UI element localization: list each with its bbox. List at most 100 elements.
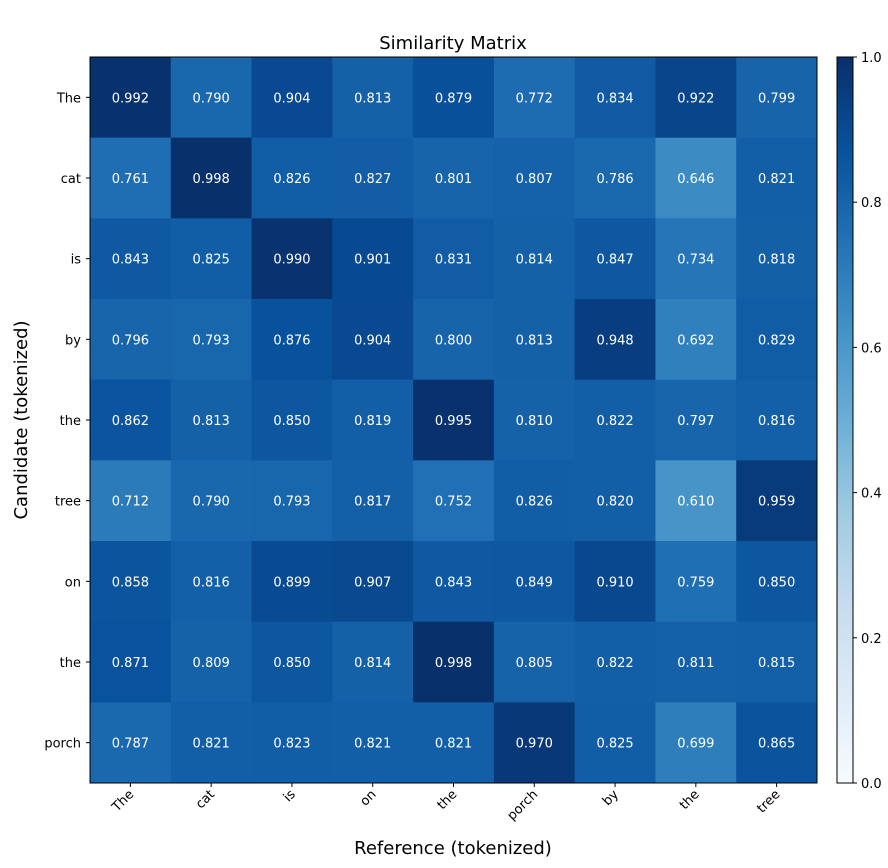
cell-value-label: 0.814	[516, 253, 553, 268]
heatmap-cell	[736, 137, 818, 219]
heatmap-cell	[493, 460, 576, 542]
heatmap-cell	[332, 57, 414, 139]
cell-value-label: 0.901	[354, 253, 391, 268]
cell-value-label: 0.831	[435, 253, 472, 268]
cell-value-label: 0.816	[758, 414, 795, 429]
cell-value-label: 0.865	[758, 737, 795, 752]
cell-value-label: 0.692	[677, 333, 714, 348]
heatmap-cell	[574, 702, 656, 784]
cell-value-label: 0.712	[112, 495, 149, 510]
cell-value-label: 0.825	[193, 253, 230, 268]
y-tick-label: the	[60, 414, 81, 429]
heatmap-cell	[90, 460, 172, 542]
chart-title: Similarity Matrix	[379, 33, 527, 54]
x-tick-label: The	[109, 787, 137, 815]
y-tick-label: porch	[44, 737, 81, 752]
heatmap-cell	[332, 460, 414, 542]
heatmap-cell	[655, 621, 737, 703]
x-tick-label: porch	[505, 787, 542, 824]
cell-value-label: 0.858	[112, 575, 149, 590]
heatmap-cell	[251, 218, 333, 300]
cell-value-label: 0.990	[273, 253, 310, 268]
heatmap-cell	[493, 541, 576, 623]
cell-value-label: 0.610	[677, 495, 714, 510]
cell-value-label: 0.761	[112, 172, 149, 187]
cell-value-label: 0.646	[677, 172, 714, 187]
heatmap-cell	[251, 137, 333, 219]
colorbar-ticks: 0.0 0.2 0.4 0.6 0.8 1.0	[853, 51, 882, 792]
heatmap-cell	[170, 57, 253, 139]
y-tick-label: the	[60, 656, 81, 671]
heatmap-cell	[332, 218, 414, 300]
cell-value-label: 0.876	[273, 333, 310, 348]
heatmap-cell	[413, 379, 495, 461]
heatmap-cell	[655, 137, 737, 219]
cell-value-label: 0.818	[758, 253, 795, 268]
cell-value-label: 0.871	[112, 656, 149, 671]
cell-value-label: 0.820	[596, 495, 633, 510]
cell-value-label: 0.829	[758, 333, 795, 348]
x-tick-label: the	[677, 787, 703, 813]
x-tick-label: the	[435, 787, 461, 813]
heatmap-cell	[413, 218, 495, 300]
heatmap-cell	[736, 57, 818, 139]
heatmap-cell	[493, 702, 576, 784]
cell-value-label: 0.787	[112, 737, 149, 752]
heatmap-cell	[251, 460, 333, 542]
cell-value-label: 0.821	[435, 737, 472, 752]
cell-value-label: 0.699	[677, 737, 714, 752]
cell-value-label: 0.811	[677, 656, 714, 671]
heatmap-cell	[332, 621, 414, 703]
heatmap-cell	[332, 702, 414, 784]
cell-value-label: 0.816	[193, 575, 230, 590]
heatmap-cell	[170, 299, 253, 381]
colorbar-tick-label: 0.0	[861, 777, 882, 792]
cell-value-label: 0.834	[596, 91, 633, 106]
cell-value-label: 0.904	[354, 333, 391, 348]
heatmap-cell	[736, 460, 818, 542]
heatmap-cell	[170, 460, 253, 542]
cell-value-label: 0.772	[516, 91, 553, 106]
heatmap-cell	[413, 137, 495, 219]
cell-value-label: 0.814	[354, 656, 391, 671]
heatmap-cell	[90, 218, 172, 300]
heatmap-cell	[655, 541, 737, 623]
heatmap-cell	[736, 379, 818, 461]
heatmap-cell	[493, 137, 576, 219]
cell-value-label: 0.843	[435, 575, 472, 590]
heatmap-cell	[170, 702, 253, 784]
cell-value-label: 0.809	[193, 656, 230, 671]
colorbar-tick-label: 0.6	[861, 341, 882, 356]
cell-value-label: 0.850	[273, 414, 310, 429]
y-tick-label: on	[65, 575, 81, 590]
heatmap-cell	[170, 541, 253, 623]
cell-value-label: 0.786	[596, 172, 633, 187]
cell-value-label: 0.796	[112, 333, 149, 348]
cell-value-label: 0.813	[354, 91, 391, 106]
colorbar-tick-label: 1.0	[861, 51, 882, 66]
heatmap-cell	[332, 541, 414, 623]
heatmap-cell	[736, 299, 818, 381]
colorbar-tick-label: 0.2	[861, 632, 882, 647]
cell-annotations: 0.992 0.790 0.904 0.813 0.879 0.772 0.834 0.922…	[112, 91, 795, 751]
colorbar-tick-label: 0.8	[861, 196, 882, 211]
heatmap-cell	[574, 379, 656, 461]
cell-value-label: 0.922	[677, 91, 714, 106]
heatmap-cell	[493, 218, 576, 300]
cell-value-label: 0.850	[758, 575, 795, 590]
cell-value-label: 0.821	[758, 172, 795, 187]
heatmap-cell	[413, 57, 495, 139]
cell-value-label: 0.752	[435, 495, 472, 510]
heatmap-cell	[90, 621, 172, 703]
x-tick-label: is	[281, 787, 299, 805]
cell-value-label: 0.998	[435, 656, 472, 671]
heatmap-cell	[574, 460, 656, 542]
cell-value-label: 0.899	[273, 575, 310, 590]
y-tick-label: The	[56, 91, 81, 106]
y-tick-label: tree	[55, 495, 81, 510]
cell-value-label: 0.734	[677, 253, 714, 268]
cell-value-label: 0.822	[596, 656, 633, 671]
heatmap-cell	[170, 137, 253, 219]
heatmap-cell	[736, 541, 818, 623]
cell-value-label: 0.759	[677, 575, 714, 590]
